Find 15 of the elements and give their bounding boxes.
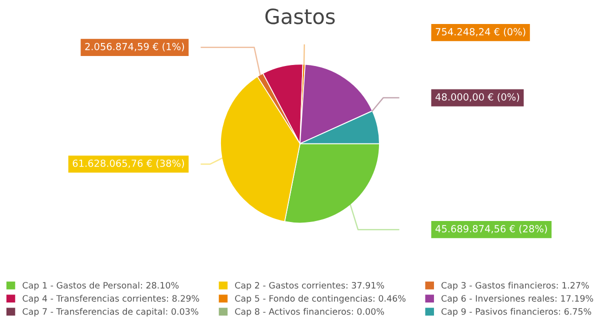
legend-label: Cap 3 - Gastos financieros: 1.27% [441, 282, 589, 290]
data-label: 61.628.065,76 € (38%) [72, 159, 184, 168]
legend-label: Cap 2 - Gastos corrientes: 37.91% [235, 282, 384, 290]
data-label: 45.689.874,56 € (28%) [436, 224, 547, 234]
legend-label: Cap 8 - Activos financieros: 0.00% [235, 308, 384, 317]
data-label: 754.248,24 € (0%) [436, 28, 526, 37]
data-label: 2.056.874,59 € (1%) [85, 42, 184, 52]
legend-label: Cap 4 - Transferencias corrientes: 8.29% [22, 294, 200, 304]
chart-title: Gastos [265, 8, 335, 24]
legend-label: Cap 5 - Fondo de contingencias: 0.46% [235, 294, 406, 304]
legend-label: Cap 9 - Pasivos financieros: 6.75% [441, 308, 592, 317]
legend-label: Cap 6 - Inversiones reales: 17.19% [441, 294, 594, 304]
data-label: 48.000,00 € (0%) [436, 93, 520, 102]
legend-label: Cap 7 - Transferencias de capital: 0.03% [22, 308, 198, 317]
legend-label: Cap 1 - Gastos de Personal: 28.10% [22, 282, 179, 290]
